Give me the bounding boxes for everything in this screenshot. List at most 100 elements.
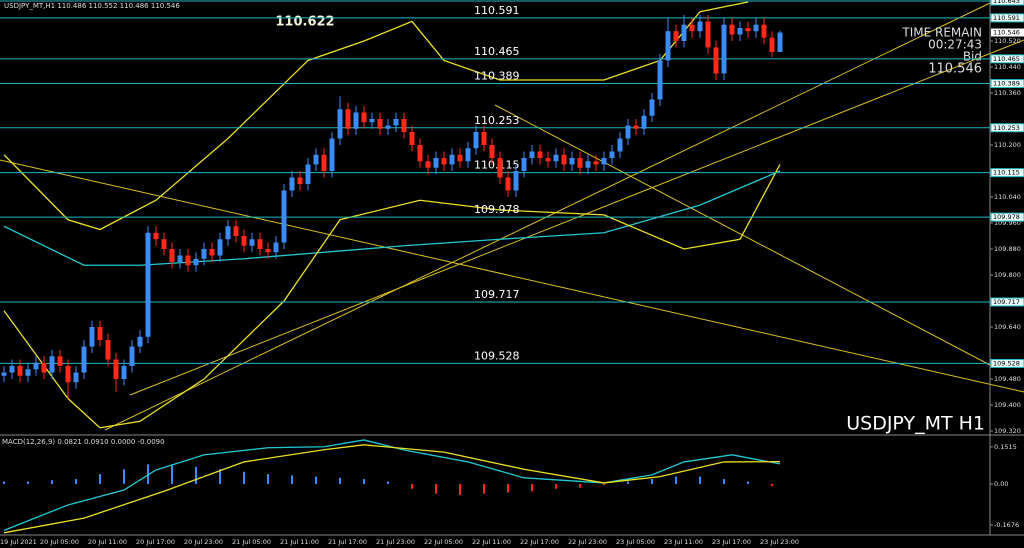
candle-body xyxy=(153,232,159,240)
bid-axis-label: 110.546 xyxy=(993,29,1020,37)
candle-body xyxy=(489,144,495,158)
candle-body xyxy=(33,362,39,370)
candle-body xyxy=(417,144,423,162)
macd-bar xyxy=(171,464,173,484)
level-label: 110.591 xyxy=(474,4,520,17)
candle-body xyxy=(665,31,671,61)
macd-bar xyxy=(75,479,77,484)
y-tick-label: 110.520 xyxy=(994,37,1021,45)
candle-body xyxy=(193,258,199,266)
x-tick-label: 23 Jul 05:00 xyxy=(616,538,655,546)
candle-body xyxy=(409,131,415,145)
candle-body xyxy=(553,154,559,162)
macd-bar xyxy=(483,483,485,494)
macd-bar xyxy=(315,476,317,484)
candle-body xyxy=(497,157,503,178)
y-tick-label: 109.960 xyxy=(994,219,1021,227)
candle-body xyxy=(289,177,295,191)
candle-body xyxy=(233,226,239,237)
macd-bar xyxy=(99,474,101,484)
x-tick-label: 21 Jul 17:00 xyxy=(328,538,367,546)
x-tick-label: 22 Jul 17:00 xyxy=(520,538,559,546)
candle-body xyxy=(57,356,63,367)
candle-body xyxy=(241,236,247,246)
x-tick-label: 20 Jul 05:00 xyxy=(40,538,79,546)
candle-body xyxy=(9,366,15,373)
y-tick-label: 109.800 xyxy=(994,271,1021,279)
candle-body xyxy=(545,157,551,162)
candle-body xyxy=(449,154,455,165)
candle-body xyxy=(753,24,759,32)
y-tick-label: 110.040 xyxy=(994,193,1021,201)
candle-body xyxy=(297,177,303,184)
macd-bar xyxy=(147,464,149,484)
watermark: USDJPY_MT H1 xyxy=(846,413,985,435)
candle-body xyxy=(345,109,351,129)
candle-body xyxy=(737,27,743,35)
candle-body xyxy=(457,154,463,162)
candle-body xyxy=(185,255,191,266)
bid-label: Bid xyxy=(963,50,982,64)
candle-body xyxy=(481,131,487,145)
candle-body xyxy=(337,109,343,139)
x-tick-label: 21 Jul 23:00 xyxy=(376,538,415,546)
time-remain-label: TIME REMAIN xyxy=(901,26,982,40)
candle-body xyxy=(433,157,439,168)
candle-body xyxy=(353,112,359,129)
candle-body xyxy=(41,362,47,373)
x-tick-label: 21 Jul 11:00 xyxy=(280,538,319,546)
candle-body xyxy=(529,151,535,158)
candle-body xyxy=(321,154,327,171)
macd-bar xyxy=(3,481,5,484)
candle-body xyxy=(217,239,223,256)
level-box xyxy=(990,168,1024,178)
candle-body xyxy=(65,366,71,383)
macd-bar xyxy=(123,469,125,484)
level-box xyxy=(990,54,1024,64)
candle-body xyxy=(89,327,95,347)
level-axis-label: 110.465 xyxy=(993,55,1020,63)
candle-body xyxy=(513,170,519,191)
candle-body xyxy=(17,366,23,376)
candle-body xyxy=(721,24,727,74)
candle-body xyxy=(617,138,623,152)
level-box xyxy=(990,123,1024,133)
x-tick-label: 23 Jul 11:00 xyxy=(664,538,703,546)
macd-y-tick-label: 0.1515 xyxy=(994,443,1017,451)
macd-bar xyxy=(51,480,53,484)
macd-bar xyxy=(243,471,245,484)
candle-body xyxy=(49,356,55,373)
macd-bar xyxy=(723,479,725,484)
macd-bar xyxy=(27,481,29,484)
trend-line xyxy=(0,159,1024,393)
candle-body xyxy=(97,327,103,341)
candle-body xyxy=(681,24,687,41)
chart-title: USDJPY_MT,H1 110.486 110.552 110.486 110… xyxy=(4,2,180,10)
level-box xyxy=(990,0,1024,6)
macd-y-tick-label: -0.1676 xyxy=(994,521,1019,529)
macd-bar xyxy=(459,483,461,495)
macd-bar xyxy=(339,477,341,484)
level-label: 109.717 xyxy=(474,288,520,301)
macd-bar xyxy=(627,481,629,484)
x-tick-label: 22 Jul 23:00 xyxy=(568,538,607,546)
candle-body xyxy=(633,125,639,129)
x-tick-label: 20 Jul 17:00 xyxy=(136,538,175,546)
candle-body xyxy=(657,60,663,100)
level-box xyxy=(990,79,1024,89)
level-axis-label: 110.591 xyxy=(993,14,1020,22)
macd-bar xyxy=(219,469,221,484)
candle-body xyxy=(401,118,407,132)
candle-body xyxy=(777,32,783,53)
x-tick-label: 19 Jul 2021 xyxy=(0,538,37,546)
macd-bar xyxy=(387,481,389,484)
candle-body xyxy=(225,226,231,240)
indicator-line xyxy=(3,444,781,534)
candle-body xyxy=(249,239,255,246)
time-remain: 00:27:43 xyxy=(928,38,982,52)
macd-bar xyxy=(651,479,653,484)
macd-bar xyxy=(699,476,701,484)
macd-bar xyxy=(675,476,677,484)
level-box xyxy=(990,212,1024,222)
macd-title: MACD(12,26,9) 0.0821 0.0910 0.0000 -0.00… xyxy=(2,438,165,446)
